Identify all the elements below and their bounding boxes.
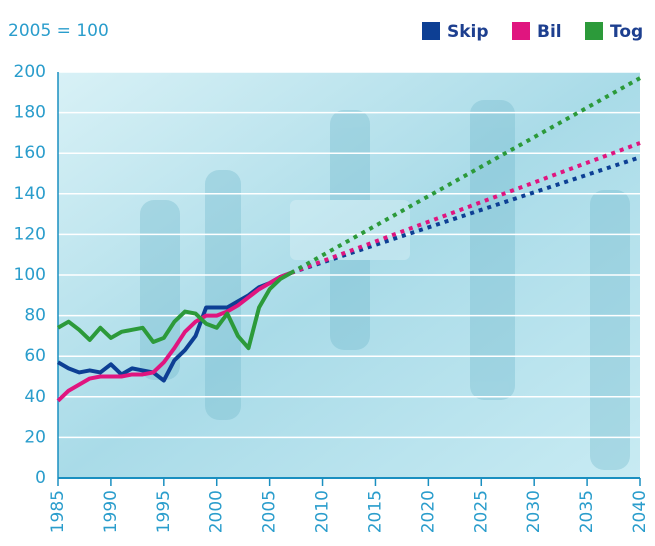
legend-label: Bil: [537, 22, 562, 42]
x-tick-label: 2025: [471, 490, 491, 533]
legend-swatch: [422, 22, 440, 40]
x-tick-label: 2035: [577, 490, 597, 533]
y-tick-label: 180: [14, 103, 46, 123]
y-tick-label: 20: [24, 427, 46, 447]
x-tick-label: 2015: [365, 490, 385, 533]
y-tick-label: 0: [35, 468, 46, 488]
forecast-line: [289, 76, 641, 275]
y-tick-label: 140: [14, 184, 46, 204]
forecast-line: [290, 155, 641, 275]
y-tick-label: 80: [24, 306, 46, 326]
legend-label: Tog: [610, 22, 643, 42]
y-tick-label: 60: [24, 346, 46, 366]
y-tick-label: 160: [14, 143, 46, 163]
x-tick-label: 2005: [260, 490, 280, 533]
y-tick-label: 120: [14, 224, 46, 244]
x-tick-label: 2040: [630, 490, 650, 533]
x-tick-label: 2030: [524, 490, 544, 533]
x-tick-label: 2000: [207, 490, 227, 533]
y-axis-label: 2005 = 100: [8, 21, 109, 41]
legend-label: Skip: [447, 22, 489, 42]
y-tick-label: 100: [14, 265, 46, 285]
legend-swatch: [512, 22, 530, 40]
series-line: [57, 271, 292, 351]
y-tick-label: 200: [14, 62, 46, 82]
y-tick-label: 40: [24, 387, 46, 407]
x-tick-label: 1985: [48, 490, 68, 533]
series-line: [56, 271, 292, 403]
x-tick-label: 2020: [418, 490, 438, 533]
x-tick-label: 1990: [101, 490, 121, 533]
legend-swatch: [585, 22, 603, 40]
x-tick-label: 2010: [313, 490, 333, 533]
x-tick-label: 1995: [154, 490, 174, 533]
